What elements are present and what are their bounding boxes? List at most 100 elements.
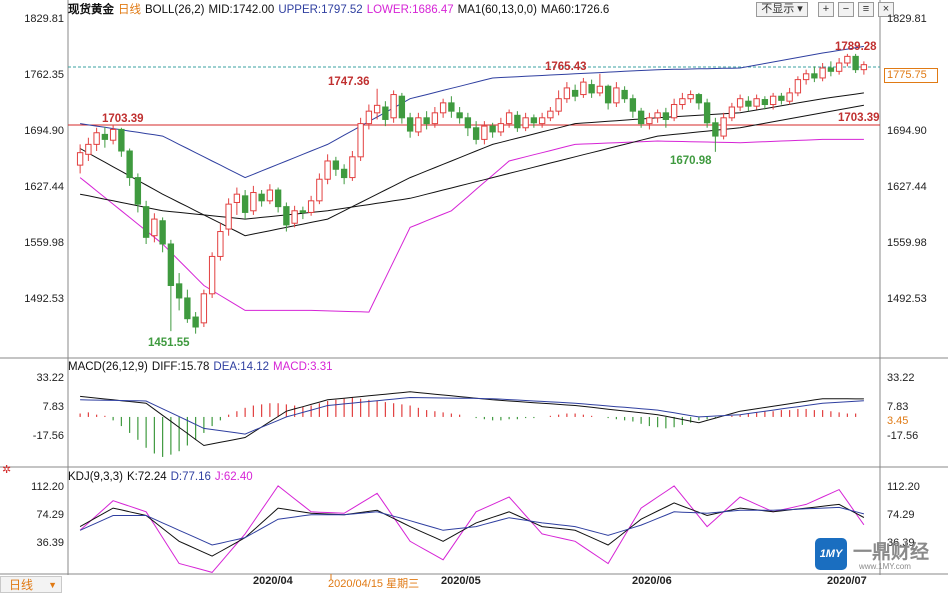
annotation-1765: 1765.43 — [545, 61, 587, 73]
candle — [860, 64, 868, 71]
price-axis-left-label: 1762.35 — [24, 69, 64, 81]
candle — [373, 104, 381, 114]
candle — [472, 127, 480, 140]
watermark-logo: 1MY 一鼎财经 www.1MY.com — [815, 536, 943, 576]
candle — [505, 112, 513, 125]
candle — [464, 117, 472, 129]
candle — [109, 128, 117, 141]
candle — [85, 143, 92, 155]
kdj-j-line — [79, 485, 865, 573]
price-axis-right-label: 1694.90 — [887, 125, 927, 137]
candle — [307, 200, 315, 213]
macd-dea-line — [80, 396, 864, 435]
kdj-axis-right-label: 112.20 — [887, 481, 920, 493]
candle — [637, 110, 645, 125]
candle — [382, 106, 389, 120]
settings-icon[interactable]: ≡ — [858, 2, 874, 17]
candle — [175, 283, 183, 299]
date-label-jul: 2020/07 — [827, 575, 867, 587]
expand-icon[interactable]: + — [818, 2, 834, 17]
dropdown-caret-icon: ▼ — [48, 580, 57, 590]
candle — [728, 106, 736, 119]
candle — [167, 243, 175, 286]
kdj-header: KDJ(9,3,3) K:72.24 D:77.16 J:62.40 — [68, 469, 257, 485]
price-axis-right-label: 1492.53 — [887, 293, 927, 305]
candle — [687, 94, 694, 100]
candle — [679, 98, 686, 106]
candle — [283, 206, 290, 226]
candle — [563, 87, 571, 100]
candle — [497, 123, 505, 133]
candle — [753, 98, 760, 107]
macd-name[interactable]: MACD(26,12,9) — [68, 361, 148, 373]
macd-axis-right-label: -17.56 — [887, 430, 919, 442]
candle — [852, 55, 859, 71]
candle — [802, 73, 810, 81]
annotation-1670: 1670.98 — [670, 155, 712, 167]
date-label-may: 2020/05 — [441, 575, 481, 587]
candle — [274, 189, 282, 208]
candle — [596, 85, 604, 94]
hide-label: 不显示 — [761, 3, 795, 15]
candle — [439, 102, 447, 114]
candle — [794, 79, 802, 94]
candle — [365, 110, 373, 125]
candle — [316, 178, 323, 202]
timeframe-selector[interactable]: 日线 ▼ — [0, 576, 62, 593]
candle — [258, 193, 265, 202]
boll-name[interactable]: BOLL(26,2) — [145, 4, 205, 16]
candle — [134, 177, 142, 205]
annotation-1703-left: 1703.39 — [102, 113, 144, 125]
kdj-k-line — [79, 502, 865, 557]
ma-name[interactable]: MA1(60,13,0,0) — [457, 4, 537, 16]
price-axis-right-label: 1559.98 — [887, 237, 927, 249]
candle — [208, 255, 216, 295]
kdj-d-value: D:77.16 — [170, 471, 211, 483]
candle — [398, 95, 406, 119]
candle — [332, 160, 340, 170]
shrink-icon[interactable]: − — [838, 2, 854, 17]
macd-axis-right-label: 7.83 — [887, 401, 909, 413]
candle — [720, 117, 727, 137]
close-icon[interactable]: × — [878, 2, 894, 17]
boll-lower-value: LOWER:1686.47 — [366, 4, 454, 16]
current-price-tag: 1775.75 — [884, 68, 938, 83]
candle — [736, 98, 744, 108]
candle — [233, 193, 241, 203]
candle — [76, 152, 84, 166]
kdj-name[interactable]: KDJ(9,3,3) — [68, 471, 123, 483]
price-axis-left-label: 1492.53 — [24, 293, 64, 305]
kdj-axis-left-label: 36.39 — [36, 537, 64, 549]
macd-diff-value: DIFF:15.78 — [151, 361, 210, 373]
candle — [844, 55, 851, 64]
symbol-name: 现货黄金 — [68, 4, 114, 16]
candle — [629, 98, 637, 112]
candle — [580, 81, 587, 96]
candle — [126, 150, 133, 179]
candle — [448, 102, 455, 112]
candle — [819, 67, 826, 79]
price-axis-left-label: 1559.98 — [24, 237, 64, 249]
candle — [547, 110, 554, 119]
candle — [390, 94, 397, 119]
candle — [151, 218, 158, 237]
candle — [662, 112, 670, 120]
candle — [712, 122, 719, 137]
candle — [101, 133, 109, 140]
price-axis-left-label: 1694.90 — [24, 125, 64, 137]
macd-current-label: 3.45 — [887, 415, 909, 427]
kdj-k-value: K:72.24 — [126, 471, 167, 483]
candle — [456, 112, 463, 119]
candle — [93, 132, 100, 145]
candle — [340, 168, 348, 179]
macd-header: MACD(26,12,9) DIFF:15.78 DEA:14.12 MACD:3.3… — [68, 359, 336, 375]
hide-indicator-dropdown[interactable]: 不显示 ▾ — [756, 2, 808, 17]
main-indicator-header: 现货黄金 日线 BOLL(26,2) MID:1742.00 UPPER:1797.52… — [68, 2, 613, 18]
kdj-settings-icon[interactable]: ✲ — [2, 464, 12, 476]
candle — [538, 117, 546, 125]
macd-axis-left-label: 33.22 — [36, 372, 64, 384]
annotation-1747: 1747.36 — [328, 76, 370, 88]
kdj-j-value: J:62.40 — [214, 471, 253, 483]
annotation-1789: 1789.28 — [835, 41, 877, 53]
candle — [555, 98, 562, 112]
